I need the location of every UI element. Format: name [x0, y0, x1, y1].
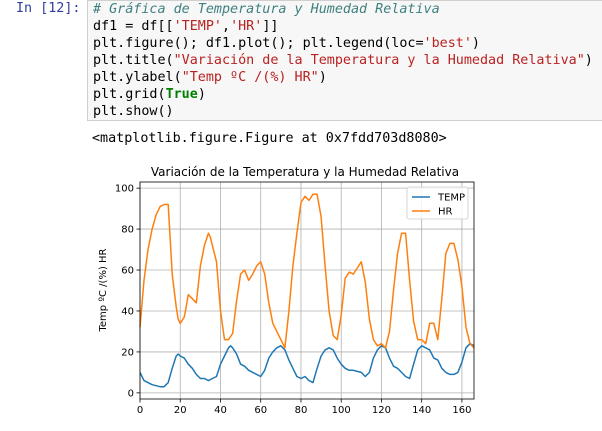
- x-tick-label: 40: [214, 405, 227, 416]
- code-keyword: True: [165, 87, 198, 102]
- cell-output-text: <matplotlib.figure.Figure at 0x7fdd703d8…: [92, 131, 447, 146]
- code-text: plt.show(): [93, 104, 174, 119]
- series-line-hr: [139, 193, 475, 349]
- code-string: "Temp ºC /(%) HR": [181, 70, 319, 85]
- code-string: 'best': [423, 36, 472, 51]
- x-tick-label: 60: [254, 405, 267, 416]
- x-tick-label: 100: [332, 405, 351, 416]
- code-string: 'TEMP': [173, 19, 222, 34]
- code-text: plt.figure(); df1.plot(); plt.legend(loc…: [93, 36, 424, 51]
- code-text: plt.ylabel(: [93, 70, 182, 85]
- code-line-2: df1 = df[['TEMP','HR']]: [93, 18, 278, 35]
- y-tick-label: 0: [128, 388, 134, 399]
- code-text: df1 = df[[: [93, 19, 174, 34]
- code-line-6: plt.grid(True): [93, 86, 206, 103]
- code-text: ]]: [262, 19, 279, 34]
- x-tick-label: 20: [174, 405, 187, 416]
- x-tick-label: 140: [412, 405, 431, 416]
- input-prompt: In [12]:: [16, 1, 81, 16]
- code-text: plt.grid(: [93, 87, 166, 102]
- y-axis-label: Temp ºC /(%) HR: [98, 248, 109, 332]
- x-tick-label: 120: [372, 405, 391, 416]
- x-tick-label: 160: [452, 405, 471, 416]
- code-string: 'HR': [230, 19, 263, 34]
- x-tick-label: 80: [295, 405, 308, 416]
- y-tick-label: 80: [121, 225, 134, 236]
- code-input-area[interactable]: # Gráfica de Temperatura y Humedad Relat…: [87, 0, 602, 121]
- code-line-5: plt.ylabel("Temp ºC /(%) HR"): [93, 69, 327, 86]
- code-text: ): [197, 87, 206, 102]
- y-tick-label: 40: [121, 306, 134, 317]
- code-comment: # Gráfica de Temperatura y Humedad Relat…: [93, 2, 440, 17]
- chart-title: Variación de la Temperatura y la Humedad…: [151, 165, 459, 179]
- code-line-1: # Gráfica de Temperatura y Humedad Relat…: [93, 1, 440, 18]
- chart-figure: Variación de la Temperatura y la Humedad…: [88, 158, 488, 427]
- code-line-4: plt.title("Variación de la Temperatura y…: [93, 52, 593, 69]
- line-chart: Variación de la Temperatura y la Humedad…: [98, 165, 475, 416]
- x-tick-label: 0: [137, 405, 143, 416]
- code-text: ): [584, 53, 593, 68]
- y-tick-label: 20: [121, 347, 134, 358]
- series-line-temp: [139, 342, 475, 388]
- code-cell[interactable]: In [12]: # Gráfica de Temperatura y Hume…: [0, 0, 602, 121]
- code-text: ): [318, 70, 327, 85]
- legend-label-temp: TEMP: [437, 193, 465, 204]
- plot-area-frame: [139, 181, 475, 400]
- code-text: plt.title(: [93, 53, 174, 68]
- code-string: "Variación de la Temperatura y la Humeda…: [173, 53, 585, 68]
- legend-label-hr: HR: [438, 207, 453, 218]
- code-line-3: plt.figure(); df1.plot(); plt.legend(loc…: [93, 35, 480, 52]
- code-text: ,: [222, 19, 231, 34]
- y-tick-label: 100: [115, 184, 134, 195]
- y-tick-label: 60: [121, 266, 134, 277]
- code-text: ): [471, 36, 480, 51]
- code-line-7: plt.show(): [93, 103, 174, 120]
